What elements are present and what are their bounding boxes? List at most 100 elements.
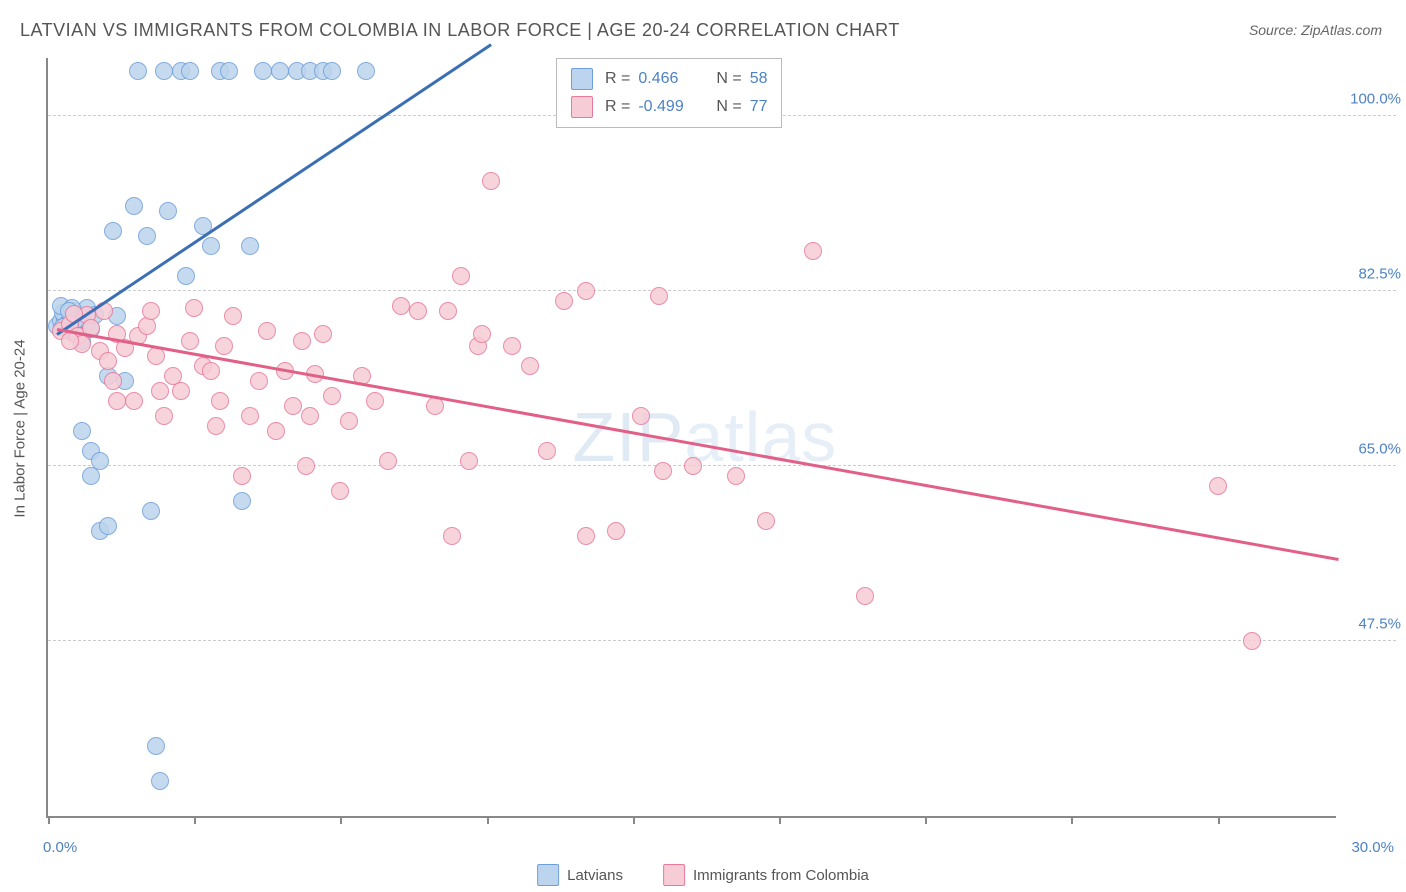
scatter-point bbox=[392, 297, 410, 315]
scatter-point bbox=[632, 407, 650, 425]
x-tick bbox=[194, 816, 196, 824]
scatter-point bbox=[297, 457, 315, 475]
scatter-point bbox=[142, 502, 160, 520]
legend-series-label: Immigrants from Colombia bbox=[693, 867, 869, 884]
x-tick bbox=[1071, 816, 1073, 824]
scatter-point bbox=[151, 772, 169, 790]
scatter-point bbox=[503, 337, 521, 355]
scatter-point bbox=[340, 412, 358, 430]
scatter-point bbox=[99, 517, 117, 535]
scatter-point bbox=[254, 62, 272, 80]
scatter-point bbox=[439, 302, 457, 320]
x-tick bbox=[48, 816, 50, 824]
correlation-legend: R =0.466N =58R =-0.499N =77 bbox=[556, 58, 782, 128]
plot-area: ZIPatlas 47.5%65.0%82.5%100.0%0.0%30.0% bbox=[46, 58, 1336, 818]
legend-swatch bbox=[571, 68, 593, 90]
scatter-point bbox=[577, 282, 595, 300]
x-tick bbox=[487, 816, 489, 824]
scatter-point bbox=[211, 392, 229, 410]
scatter-point bbox=[577, 527, 595, 545]
scatter-point bbox=[147, 737, 165, 755]
r-value: -0.499 bbox=[638, 98, 708, 116]
legend-series-item: Immigrants from Colombia bbox=[663, 864, 869, 886]
scatter-point bbox=[155, 407, 173, 425]
source-attribution: Source: ZipAtlas.com bbox=[1249, 22, 1382, 38]
x-max-label: 30.0% bbox=[1351, 839, 1394, 856]
scatter-point bbox=[293, 332, 311, 350]
scatter-point bbox=[409, 302, 427, 320]
legend-correlation-row: R =-0.499N =77 bbox=[571, 93, 767, 121]
x-tick bbox=[633, 816, 635, 824]
scatter-point bbox=[233, 467, 251, 485]
legend-series-label: Latvians bbox=[567, 867, 623, 884]
scatter-point bbox=[1209, 477, 1227, 495]
scatter-point bbox=[142, 302, 160, 320]
y-tick-label: 82.5% bbox=[1358, 266, 1401, 283]
scatter-point bbox=[271, 62, 289, 80]
y-tick-label: 47.5% bbox=[1358, 616, 1401, 633]
x-tick bbox=[925, 816, 927, 824]
scatter-point bbox=[104, 372, 122, 390]
scatter-point bbox=[108, 392, 126, 410]
scatter-point bbox=[215, 337, 233, 355]
scatter-point bbox=[757, 512, 775, 530]
legend-correlation-row: R =0.466N =58 bbox=[571, 65, 767, 93]
x-tick bbox=[1218, 816, 1220, 824]
scatter-point bbox=[185, 299, 203, 317]
n-label: N = bbox=[716, 98, 741, 116]
trend-line bbox=[56, 328, 1338, 561]
grid-line-h bbox=[48, 290, 1396, 291]
scatter-point bbox=[207, 417, 225, 435]
scatter-point bbox=[727, 467, 745, 485]
scatter-point bbox=[460, 452, 478, 470]
scatter-point bbox=[379, 452, 397, 470]
scatter-point bbox=[181, 332, 199, 350]
scatter-point bbox=[233, 492, 251, 510]
scatter-point bbox=[99, 352, 117, 370]
scatter-point bbox=[366, 392, 384, 410]
scatter-point bbox=[323, 387, 341, 405]
y-tick-label: 65.0% bbox=[1358, 441, 1401, 458]
n-label: N = bbox=[716, 70, 741, 88]
scatter-point bbox=[224, 307, 242, 325]
scatter-point bbox=[267, 422, 285, 440]
scatter-point bbox=[301, 407, 319, 425]
legend-series-item: Latvians bbox=[537, 864, 623, 886]
legend-swatch bbox=[537, 864, 559, 886]
grid-line-h bbox=[48, 465, 1396, 466]
scatter-point bbox=[202, 237, 220, 255]
r-label: R = bbox=[605, 98, 630, 116]
scatter-point bbox=[73, 422, 91, 440]
x-min-label: 0.0% bbox=[43, 839, 77, 856]
scatter-point bbox=[1243, 632, 1261, 650]
x-tick bbox=[779, 816, 781, 824]
scatter-point bbox=[473, 325, 491, 343]
series-legend: Latvians Immigrants from Colombia bbox=[537, 864, 869, 886]
y-axis-label: In Labor Force | Age 20-24 bbox=[12, 339, 29, 517]
scatter-point bbox=[125, 392, 143, 410]
scatter-point bbox=[241, 407, 259, 425]
scatter-point bbox=[151, 382, 169, 400]
scatter-point bbox=[314, 325, 332, 343]
scatter-point bbox=[443, 527, 461, 545]
scatter-point bbox=[804, 242, 822, 260]
scatter-point bbox=[482, 172, 500, 190]
scatter-point bbox=[607, 522, 625, 540]
scatter-point bbox=[323, 62, 341, 80]
scatter-point bbox=[129, 62, 147, 80]
chart-container: LATVIAN VS IMMIGRANTS FROM COLOMBIA IN L… bbox=[0, 0, 1406, 892]
legend-swatch bbox=[663, 864, 685, 886]
scatter-point bbox=[82, 467, 100, 485]
scatter-point bbox=[250, 372, 268, 390]
n-value: 58 bbox=[750, 70, 768, 88]
scatter-point bbox=[181, 62, 199, 80]
scatter-point bbox=[650, 287, 668, 305]
scatter-point bbox=[331, 482, 349, 500]
scatter-point bbox=[654, 462, 672, 480]
scatter-point bbox=[125, 197, 143, 215]
scatter-point bbox=[684, 457, 702, 475]
y-tick-label: 100.0% bbox=[1350, 91, 1401, 108]
scatter-point bbox=[220, 62, 238, 80]
chart-title: LATVIAN VS IMMIGRANTS FROM COLOMBIA IN L… bbox=[20, 20, 900, 41]
scatter-point bbox=[202, 362, 220, 380]
